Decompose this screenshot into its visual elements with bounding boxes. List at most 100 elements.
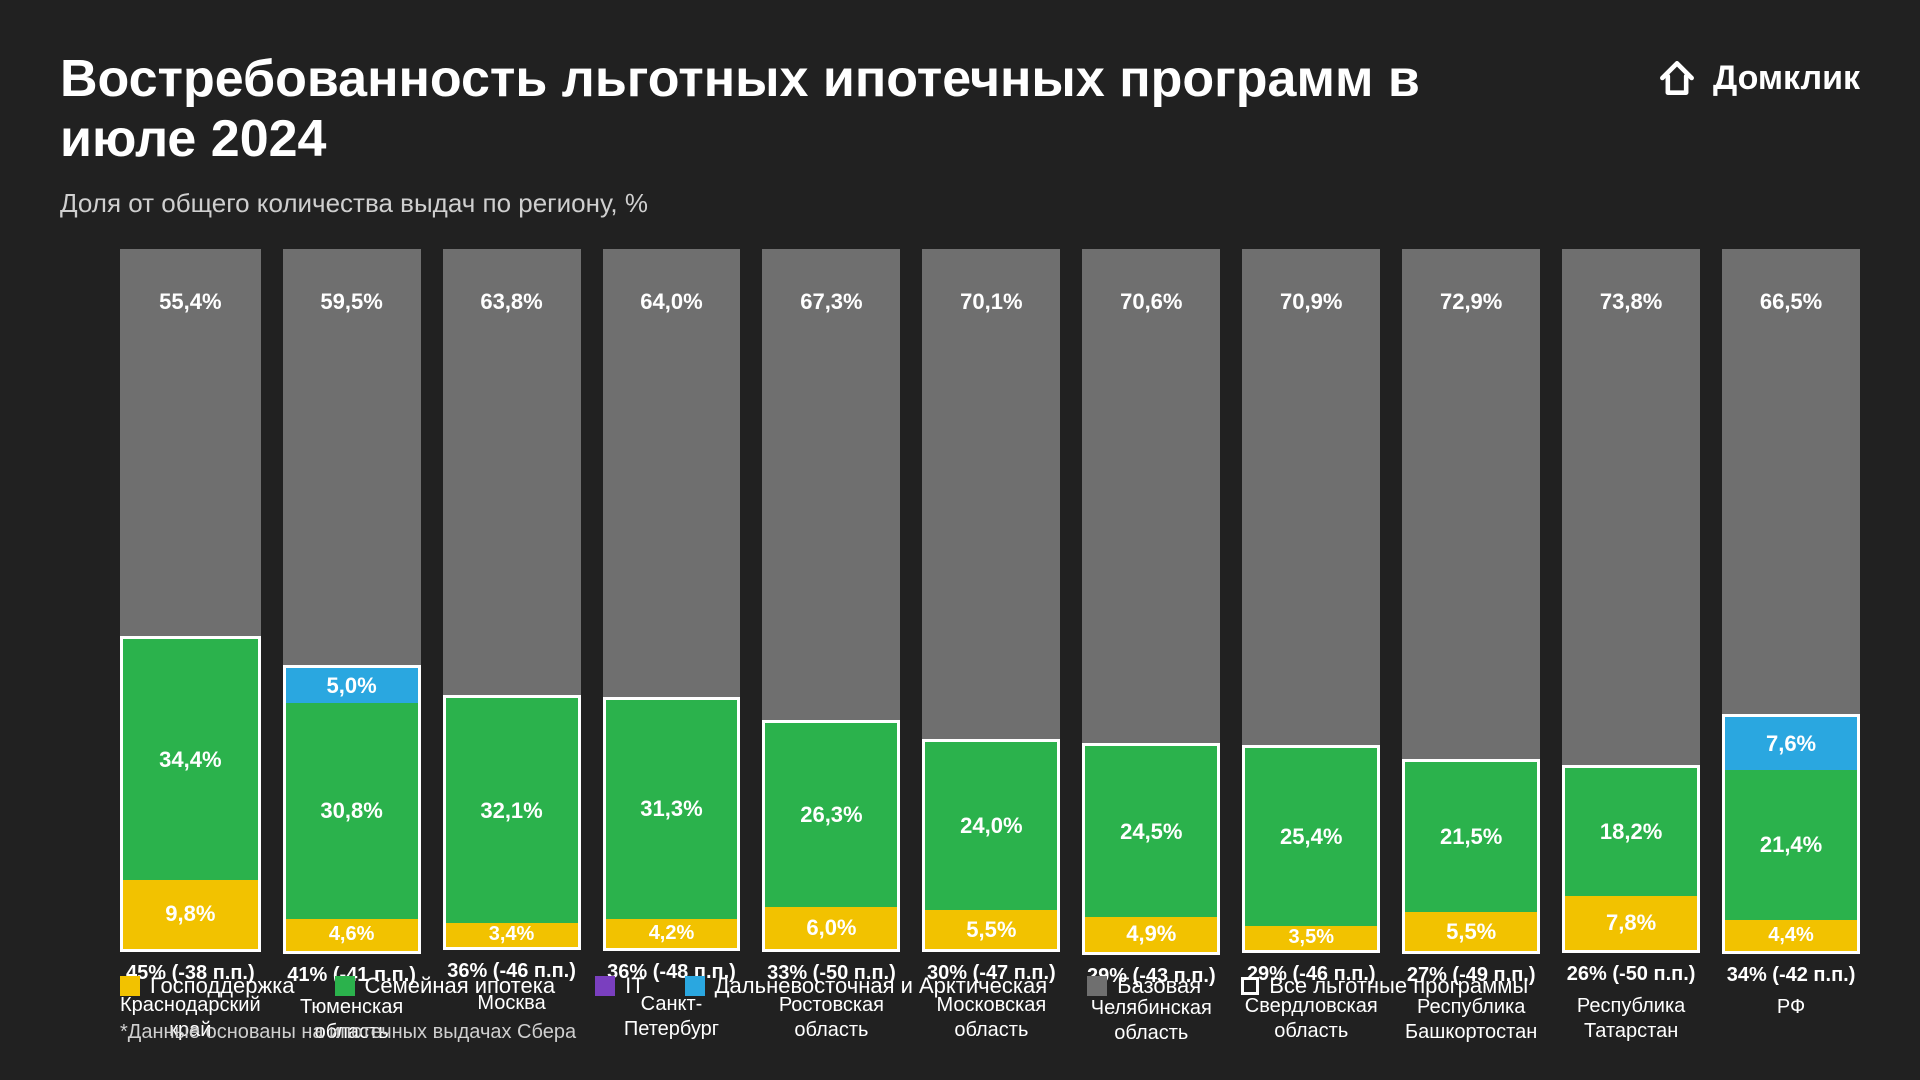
- bar-region-label: Республика Башкортостан: [1402, 995, 1540, 1045]
- page-subtitle: Доля от общего количества выдач по регио…: [60, 188, 1460, 219]
- segment-state-support: 9,8%: [123, 880, 258, 949]
- legend-item: Все льготные программы: [1241, 973, 1528, 999]
- brand-text: Домклик: [1713, 59, 1860, 98]
- legend-item: Дальневосточная и Арктическая: [685, 973, 1047, 999]
- legend-label: Дальневосточная и Арктическая: [715, 973, 1047, 999]
- segment-subsidized-group: 5,0%30,8%4,6%: [283, 665, 421, 954]
- bar-stack: 72,9%21,5%5,5%: [1402, 249, 1540, 954]
- segment-state-support: 4,2%: [606, 919, 738, 948]
- bar-region-label: РФ: [1722, 995, 1860, 1045]
- segment-family: 32,1%: [446, 698, 578, 923]
- bar-summary: 34% (-42 п.п.): [1722, 964, 1860, 987]
- legend-label: Семейная ипотека: [365, 973, 556, 999]
- segment-family: 34,4%: [123, 639, 258, 880]
- legend-swatch: [335, 976, 355, 996]
- segment-base: 73,8%: [1562, 249, 1700, 766]
- page-title: Востребованность льготных ипотечных прог…: [60, 50, 1460, 170]
- legend-item: IT: [595, 973, 645, 999]
- bar-column: 70,9%25,4%3,5%29% (-46 п.п.)Свердловская…: [1242, 249, 1380, 949]
- segment-base: 72,9%: [1402, 249, 1540, 759]
- segment-family: 21,5%: [1405, 762, 1537, 913]
- brand: Домклик: [1655, 56, 1860, 100]
- bar-column: 64,0%31,3%4,2%36% (-48 п.п.)Санкт-Петерб…: [603, 249, 741, 949]
- legend-item: Базовая: [1087, 973, 1201, 999]
- bar-region-label: Ростовская область: [762, 993, 900, 1043]
- legend-swatch: [120, 976, 140, 996]
- stacked-bar-chart: 55,4%34,4%9,8%45% (-38 п.п.)Краснодарски…: [120, 249, 1860, 949]
- segment-subsidized-group: 18,2%7,8%: [1562, 765, 1700, 953]
- bar-stack: 55,4%34,4%9,8%: [120, 249, 261, 952]
- segment-state-support: 4,4%: [1725, 920, 1857, 951]
- segment-base: 67,3%: [762, 249, 900, 720]
- bar-region-label: Республика Татарстан: [1562, 994, 1700, 1044]
- segment-subsidized-group: 24,5%4,9%: [1082, 743, 1220, 955]
- segment-family: 24,0%: [925, 742, 1057, 910]
- bar-stack: 70,9%25,4%3,5%: [1242, 249, 1380, 954]
- segment-state-support: 3,4%: [446, 923, 578, 947]
- bar-stack: 64,0%31,3%4,2%: [603, 249, 741, 951]
- bar-region-label: Свердловская область: [1242, 994, 1380, 1044]
- segment-subsidized-group: 25,4%3,5%: [1242, 745, 1380, 953]
- segment-state-support: 4,6%: [286, 919, 418, 951]
- legend-label: IT: [625, 973, 645, 999]
- bar-column: 72,9%21,5%5,5%27% (-49 п.п.)Республика Б…: [1402, 249, 1540, 949]
- bar-column: 67,3%26,3%6,0%33% (-50 п.п.)Ростовская о…: [762, 249, 900, 949]
- header: Востребованность льготных ипотечных прог…: [60, 50, 1860, 219]
- segment-base: 64,0%: [603, 249, 741, 697]
- bar-column: 63,8%32,1%3,4%36% (-46 п.п.)Москва: [443, 249, 581, 949]
- legend-item: Семейная ипотека: [335, 973, 556, 999]
- segment-subsidized-group: 32,1%3,4%: [443, 695, 581, 949]
- segment-state-support: 5,5%: [1405, 912, 1537, 951]
- bar-column: 66,5%7,6%21,4%4,4%34% (-42 п.п.)РФ: [1722, 249, 1860, 949]
- bar-column: 73,8%18,2%7,8%26% (-50 п.п.)Республика Т…: [1562, 249, 1700, 949]
- segment-subsidized-group: 24,0%5,5%: [922, 739, 1060, 952]
- legend-label: Господдержка: [150, 973, 295, 999]
- bar-region-label: Челябинская область: [1082, 996, 1220, 1046]
- segment-base: 59,5%: [283, 249, 421, 666]
- segment-state-support: 6,0%: [765, 907, 897, 949]
- bar-stack: 66,5%7,6%21,4%4,4%: [1722, 249, 1860, 954]
- bar-stack: 70,6%24,5%4,9%: [1082, 249, 1220, 955]
- bar-stack: 67,3%26,3%6,0%: [762, 249, 900, 952]
- legend-swatch: [1241, 977, 1259, 995]
- bar-column: 70,6%24,5%4,9%29% (-43 п.п.)Челябинская …: [1082, 249, 1220, 949]
- segment-family: 30,8%: [286, 703, 418, 919]
- segment-base: 63,8%: [443, 249, 581, 696]
- bar-stack: 59,5%5,0%30,8%4,6%: [283, 249, 421, 954]
- segment-base: 66,5%: [1722, 249, 1860, 715]
- bar-column: 70,1%24,0%5,5%30% (-47 п.п.)Московская о…: [922, 249, 1060, 949]
- legend-swatch: [685, 976, 705, 996]
- segment-base: 55,4%: [120, 249, 261, 637]
- segment-subsidized-group: 7,6%21,4%4,4%: [1722, 714, 1860, 954]
- legend-swatch: [595, 976, 615, 996]
- segment-base: 70,1%: [922, 249, 1060, 740]
- bar-summary: 26% (-50 п.п.): [1562, 963, 1700, 986]
- legend-swatch: [1087, 976, 1107, 996]
- segment-family: 24,5%: [1085, 746, 1217, 918]
- bar-region-label: Санкт-Петербург: [603, 992, 741, 1042]
- segment-far-east-arctic: 7,6%: [1725, 717, 1857, 770]
- bar-column: 55,4%34,4%9,8%45% (-38 п.п.)Краснодарски…: [120, 249, 261, 949]
- legend-label: Базовая: [1117, 973, 1201, 999]
- bar-stack: 70,1%24,0%5,5%: [922, 249, 1060, 952]
- segment-family: 31,3%: [606, 700, 738, 919]
- bar-stack: 73,8%18,2%7,8%: [1562, 249, 1700, 954]
- segment-family: 18,2%: [1565, 768, 1697, 895]
- house-icon: [1655, 56, 1699, 100]
- segment-far-east-arctic: 5,0%: [286, 668, 418, 703]
- segment-state-support: 5,5%: [925, 910, 1057, 949]
- segment-state-support: 4,9%: [1085, 917, 1217, 951]
- segment-base: 70,6%: [1082, 249, 1220, 743]
- legend-item: Господдержка: [120, 973, 295, 999]
- bar-column: 59,5%5,0%30,8%4,6%41% (-41 п.п.)Тюменска…: [283, 249, 421, 949]
- segment-base: 70,9%: [1242, 249, 1380, 745]
- bar-region-label: Московская область: [922, 993, 1060, 1043]
- segment-family: 25,4%: [1245, 748, 1377, 926]
- segment-subsidized-group: 31,3%4,2%: [603, 697, 741, 951]
- segment-subsidized-group: 34,4%9,8%: [120, 636, 261, 951]
- title-block: Востребованность льготных ипотечных прог…: [60, 50, 1460, 219]
- bar-stack: 63,8%32,1%3,4%: [443, 249, 581, 950]
- segment-subsidized-group: 26,3%6,0%: [762, 720, 900, 952]
- segment-subsidized-group: 21,5%5,5%: [1402, 759, 1540, 954]
- segment-state-support: 7,8%: [1565, 896, 1697, 951]
